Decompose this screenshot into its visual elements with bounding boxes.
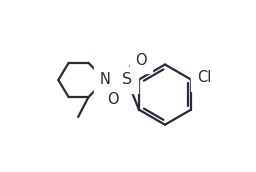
Text: S: S <box>122 72 132 88</box>
Text: N: N <box>99 72 110 88</box>
Text: O: O <box>135 53 147 68</box>
Text: Cl: Cl <box>197 70 211 85</box>
Text: O: O <box>108 92 119 107</box>
